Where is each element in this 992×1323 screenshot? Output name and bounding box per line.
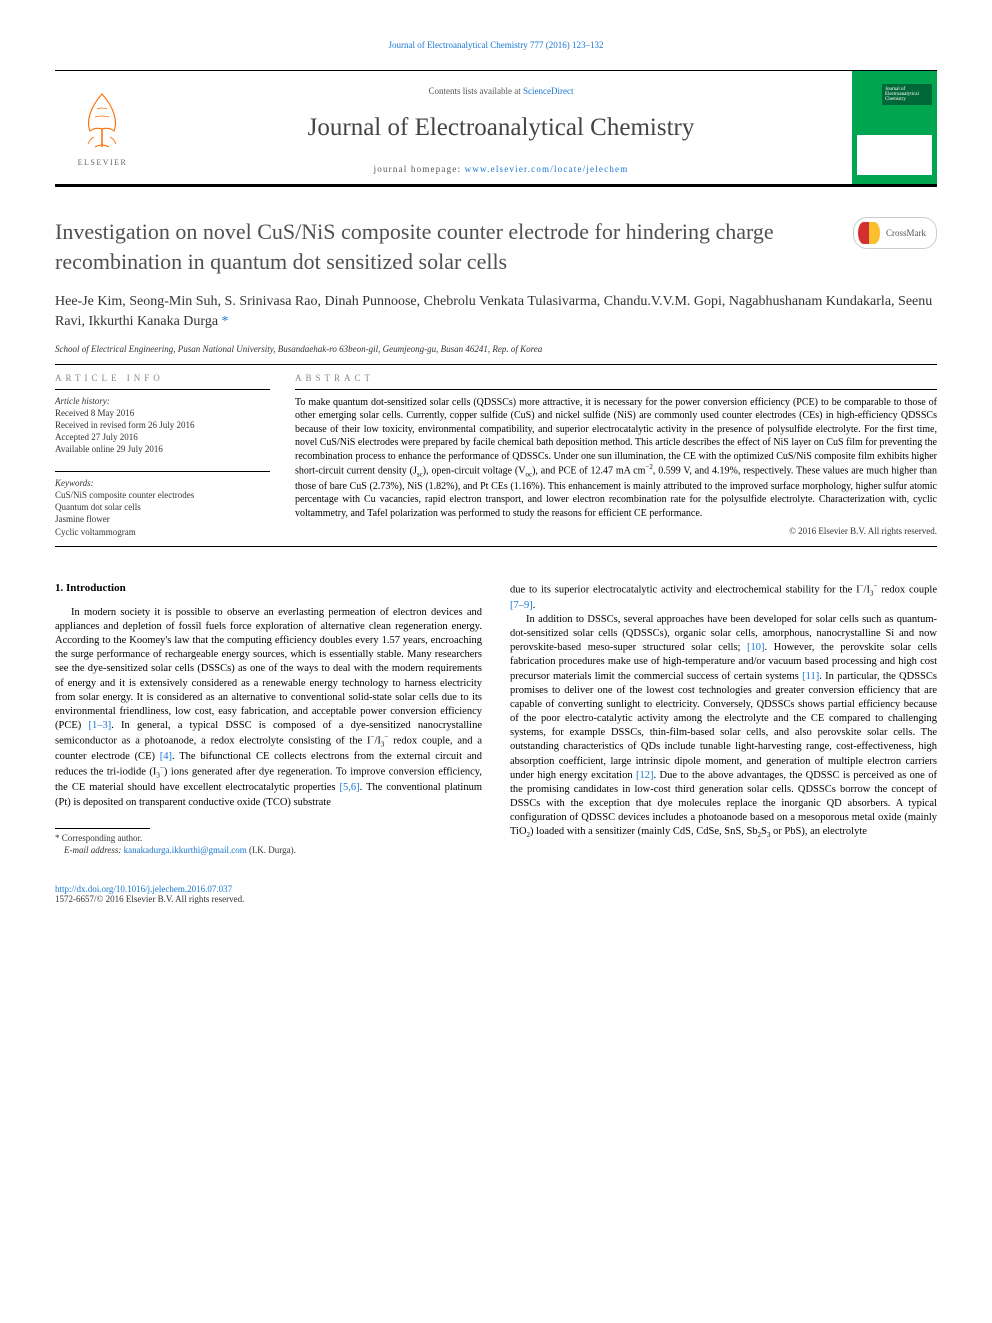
divider	[295, 389, 937, 390]
keyword: Quantum dot solar cells	[55, 501, 270, 513]
history-item: Available online 29 July 2016	[55, 443, 270, 455]
email-label: E-mail address:	[64, 845, 124, 855]
ref-link[interactable]: [11]	[802, 671, 819, 682]
body-paragraph: due to its superior electrocatalytic act…	[510, 582, 937, 841]
page-footer: http://dx.doi.org/10.1016/j.jelechem.201…	[55, 884, 937, 904]
divider	[55, 546, 937, 547]
homepage-line: journal homepage: www.elsevier.com/locat…	[170, 164, 832, 174]
crossmark-label: CrossMark	[886, 228, 926, 238]
keywords-label: Keywords:	[55, 478, 270, 488]
footnote-divider	[55, 828, 150, 829]
crossmark-icon	[858, 222, 880, 244]
top-citation[interactable]: Journal of Electroanalytical Chemistry 7…	[55, 40, 937, 50]
issn-copyright: 1572-6657/© 2016 Elsevier B.V. All right…	[55, 894, 244, 904]
authors-names: Hee-Je Kim, Seong-Min Suh, S. Srinivasa …	[55, 294, 932, 329]
history-item: Accepted 27 July 2016	[55, 431, 270, 443]
crossmark-button[interactable]: CrossMark	[853, 217, 937, 249]
keyword: Jasmine flower	[55, 513, 270, 525]
divider	[55, 471, 270, 472]
homepage-link[interactable]: www.elsevier.com/locate/jelechem	[465, 164, 629, 174]
history-item: Received 8 May 2016	[55, 407, 270, 419]
keyword: CuS/NiS composite counter electrodes	[55, 489, 270, 501]
abstract-column: abstract To make quantum dot-sensitized …	[295, 365, 937, 538]
authors-list: Hee-Je Kim, Seong-Min Suh, S. Srinivasa …	[55, 292, 937, 331]
body-right-column: due to its superior electrocatalytic act…	[510, 582, 937, 857]
ref-link[interactable]: [7–9]	[510, 600, 533, 611]
cover-title: Journal of Electroanalytical Chemistry	[882, 84, 932, 105]
homepage-prefix: journal homepage:	[374, 164, 465, 174]
journal-title: Journal of Electroanalytical Chemistry	[170, 114, 832, 142]
masthead-center: Contents lists available at ScienceDirec…	[150, 71, 852, 184]
corresponding-footnote: * Corresponding author.	[55, 833, 482, 845]
corresponding-marker[interactable]: *	[222, 314, 229, 329]
affiliation: School of Electrical Engineering, Pusan …	[55, 344, 937, 354]
elsevier-logo: ELSEVIER	[55, 71, 150, 184]
history-label: Article history:	[55, 396, 270, 406]
ref-link[interactable]: [4]	[160, 751, 172, 762]
article-info-header: article info	[55, 373, 270, 383]
doi-link[interactable]: http://dx.doi.org/10.1016/j.jelechem.201…	[55, 884, 232, 894]
ref-link[interactable]: [12]	[636, 770, 654, 781]
body-left-column: 1. Introduction In modern society it is …	[55, 582, 482, 857]
abstract-header: abstract	[295, 373, 937, 383]
abstract-text: To make quantum dot-sensitized solar cel…	[295, 396, 937, 521]
ref-link[interactable]: [10]	[747, 642, 765, 653]
article-info-column: article info Article history: Received 8…	[55, 365, 270, 538]
sciencedirect-link[interactable]: ScienceDirect	[523, 86, 573, 96]
elsevier-tree-icon	[75, 89, 130, 154]
corresponding-email-link[interactable]: kanakadurga.ikkurthi@gmail.com	[124, 845, 247, 855]
ref-link[interactable]: [1–3]	[88, 720, 111, 731]
journal-cover-thumbnail: Journal of Electroanalytical Chemistry	[852, 71, 937, 184]
keyword: Cyclic voltammogram	[55, 526, 270, 538]
email-footnote: E-mail address: kanakadurga.ikkurthi@gma…	[55, 845, 482, 857]
abstract-copyright: © 2016 Elsevier B.V. All rights reserved…	[295, 526, 937, 536]
ref-link[interactable]: [5,6]	[340, 782, 360, 793]
article-title: Investigation on novel CuS/NiS composite…	[55, 217, 853, 276]
email-suffix: (I.K. Durga).	[247, 845, 296, 855]
elsevier-wordmark: ELSEVIER	[78, 158, 128, 167]
body-paragraph: In modern society it is possible to obse…	[55, 606, 482, 810]
contents-line: Contents lists available at ScienceDirec…	[170, 86, 832, 96]
history-item: Received in revised form 26 July 2016	[55, 419, 270, 431]
contents-prefix: Contents lists available at	[429, 86, 523, 96]
masthead: ELSEVIER Contents lists available at Sci…	[55, 70, 937, 187]
divider	[55, 389, 270, 390]
section-heading-introduction: 1. Introduction	[55, 582, 482, 594]
